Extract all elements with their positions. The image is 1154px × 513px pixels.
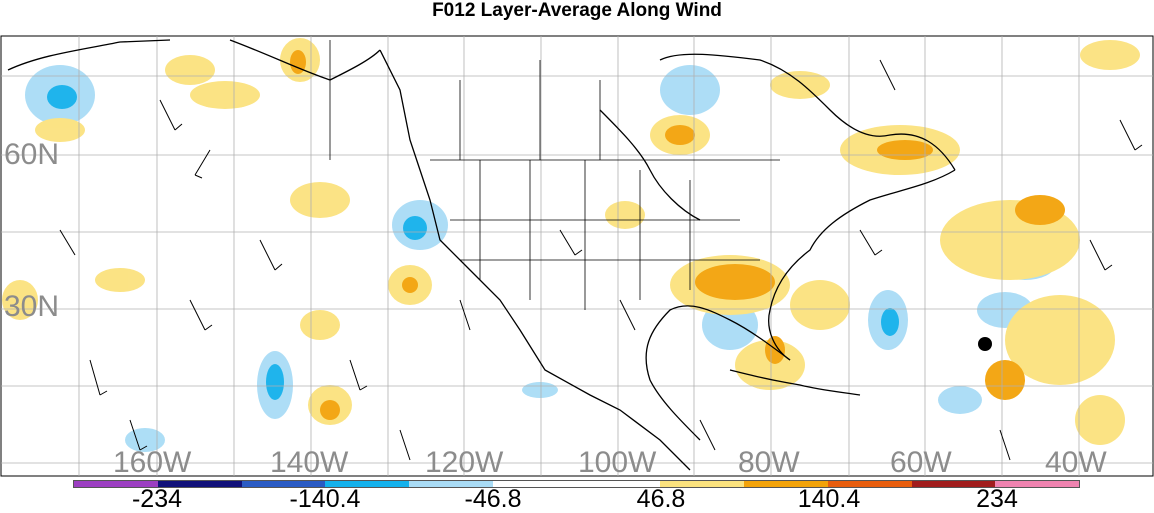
- positive-region-core: [402, 277, 418, 293]
- positive-region: [735, 340, 805, 390]
- negative-region-core: [266, 364, 284, 400]
- positive-region: [165, 55, 215, 85]
- colorbar: [73, 480, 1080, 488]
- positive-region-core: [665, 125, 695, 145]
- negative-region: [660, 65, 720, 115]
- positive-region: [300, 310, 340, 340]
- negative-region: [938, 386, 982, 414]
- colorbar-segment-3: [325, 481, 409, 487]
- colorbar-segment-6: [576, 481, 661, 487]
- colorbar-label: -140.4: [289, 485, 361, 513]
- colorbar-segment-1: [157, 481, 242, 487]
- colorbar-segment-2: [241, 481, 326, 487]
- coastlines: [7, 39, 956, 471]
- positive-region-core: [765, 336, 785, 364]
- lon-label-140w: 140W: [270, 446, 349, 479]
- positive-region: [35, 118, 85, 142]
- positive-region: [290, 182, 350, 218]
- positive-region: [605, 201, 645, 229]
- lon-label-120w: 120W: [425, 446, 504, 479]
- negative-region: [522, 382, 558, 398]
- lat-label-30n: 30N: [4, 290, 60, 323]
- lat-label-60n: 60N: [4, 138, 60, 171]
- colorbar-segment-9: [827, 481, 912, 487]
- lon-label-100w: 100W: [578, 446, 657, 479]
- negative-region-core: [403, 216, 427, 240]
- positive-region-core: [985, 360, 1025, 400]
- positive-region-core: [695, 264, 775, 300]
- wind-barbs: [59, 59, 1143, 461]
- colorbar-label: 46.8: [636, 485, 686, 513]
- colorbar-segment-8: [744, 481, 828, 487]
- positive-region: [1080, 40, 1140, 70]
- graticule: [1, 36, 1153, 476]
- colorbar-segment-4: [409, 481, 493, 487]
- state-borders: [329, 40, 780, 310]
- positive-region: [1005, 295, 1115, 385]
- positive-region: [95, 268, 145, 292]
- chart-title: F012 Layer-Average Along Wind: [432, 0, 722, 21]
- lon-label-80w: 80W: [738, 446, 800, 479]
- colorbar-label: -46.8: [464, 485, 522, 513]
- negative-region-core: [881, 308, 899, 336]
- negative-region-core: [47, 85, 77, 109]
- positive-region: [770, 71, 830, 99]
- lon-label-60w: 60W: [890, 446, 952, 479]
- colorbar-segment-11: [995, 481, 1079, 487]
- lon-label-40w: 40W: [1045, 446, 1107, 479]
- shaded-field: [2, 38, 1140, 452]
- colorbar-label: -234: [131, 485, 183, 513]
- colorbar-segment-5: [492, 481, 577, 487]
- colorbar-label: 140.4: [797, 485, 861, 513]
- positive-region: [2, 280, 38, 320]
- positive-region: [1075, 395, 1125, 445]
- location-marker: [978, 337, 992, 351]
- positive-region: [190, 81, 260, 109]
- colorbar-segment-0: [74, 481, 158, 487]
- colorbar-segment-10: [911, 481, 996, 487]
- lon-label-160w: 160W: [113, 446, 192, 479]
- positive-region-core: [320, 400, 340, 420]
- positive-region-core: [1015, 195, 1065, 225]
- colorbar-segment-7: [660, 481, 744, 487]
- colorbar-label: 234: [976, 485, 1018, 513]
- positive-region-core: [290, 50, 306, 74]
- positive-region: [790, 280, 850, 330]
